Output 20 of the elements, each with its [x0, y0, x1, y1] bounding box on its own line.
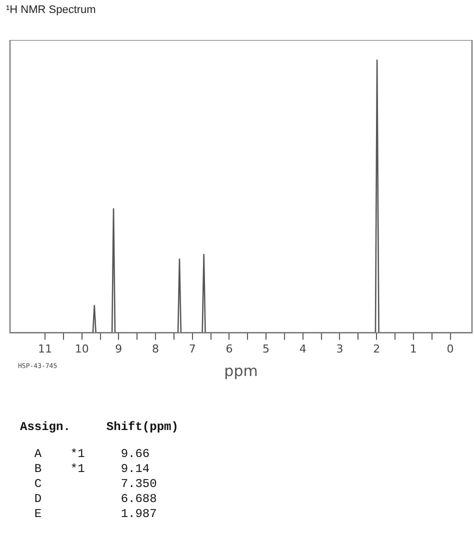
x-tick-label: 1 — [410, 342, 417, 356]
x-tick-label: 3 — [336, 342, 344, 356]
text: D 6.688 — [33, 492, 157, 506]
x-tick-label: 5 — [262, 342, 270, 356]
text: C 7.350 — [33, 477, 157, 491]
x-tick-label: 8 — [152, 342, 160, 356]
x-tick-label: 0 — [446, 342, 454, 356]
x-tick-label: 4 — [299, 342, 306, 356]
text: E 1.987 — [33, 507, 157, 521]
chart-title: ¹H NMR Spectrum — [6, 4, 96, 16]
x-tick-label: 2 — [373, 342, 380, 356]
x-tick-label: 11 — [38, 342, 52, 356]
x-tick-label: 6 — [226, 342, 233, 356]
x-tick-label: 7 — [188, 342, 196, 356]
text: A *1 9.66 — [33, 447, 150, 461]
text: Assign. Shift(ppm) — [20, 420, 178, 434]
x-tick-label: 10 — [74, 342, 89, 356]
x-tick-label: 9 — [115, 342, 122, 356]
text: B *1 9.14 — [33, 462, 150, 476]
x-axis-title: ppm — [224, 362, 258, 380]
